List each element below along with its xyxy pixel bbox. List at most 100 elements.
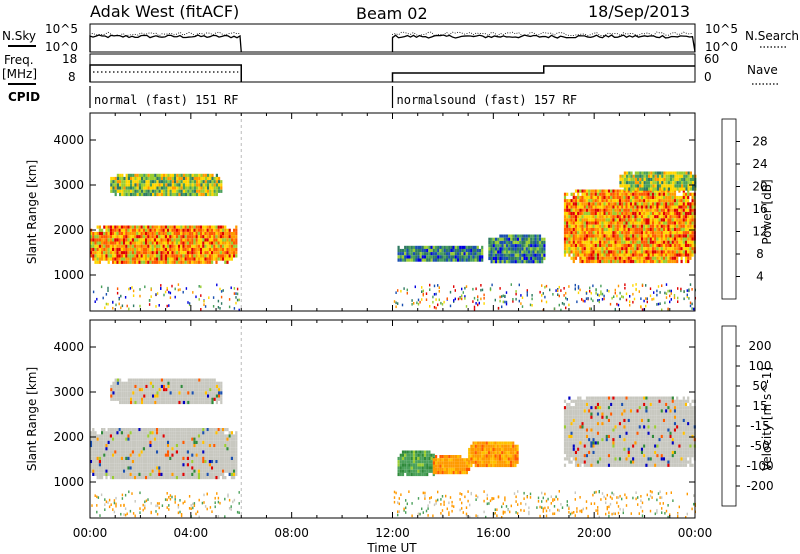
data-cell (180, 247, 183, 252)
data-cell (632, 227, 635, 232)
data-cell (101, 472, 104, 476)
data-cell (219, 447, 222, 451)
data-cell (147, 257, 150, 261)
data-cell (152, 381, 155, 385)
data-cell (423, 258, 427, 262)
data-cell (429, 283, 431, 287)
data-cell (174, 295, 176, 299)
data-cell (574, 247, 578, 251)
data-cell (634, 189, 637, 193)
data-cell (151, 254, 154, 258)
data-cell (167, 391, 170, 395)
data-cell (577, 221, 580, 225)
data-cell (153, 453, 156, 457)
data-cell (632, 205, 635, 209)
data-cell (167, 192, 170, 197)
data-cell (103, 456, 106, 460)
data-cell (114, 180, 117, 184)
data-cell (226, 450, 229, 454)
data-cell (138, 378, 141, 382)
data-cell (98, 241, 101, 245)
data-cell (207, 173, 210, 177)
data-cell (512, 244, 515, 248)
data-cell (211, 247, 214, 252)
data-cell (145, 384, 148, 389)
data-cell (174, 378, 177, 382)
data-cell (481, 255, 484, 259)
velocity-echo-region-1 (110, 378, 223, 405)
data-cell (184, 460, 187, 464)
data-cell (129, 231, 132, 236)
data-cell (162, 238, 165, 242)
data-cell (599, 215, 602, 219)
data-cell (182, 186, 185, 190)
data-cell (136, 257, 139, 261)
data-cell (203, 300, 205, 303)
data-cell (160, 238, 163, 242)
data-cell (215, 238, 218, 242)
data-cell (618, 231, 622, 235)
data-cell (180, 431, 183, 435)
data-cell (105, 228, 108, 232)
data-cell (142, 472, 145, 476)
data-cell (186, 254, 189, 258)
data-cell (178, 456, 181, 460)
data-cell (116, 460, 119, 464)
data-cell (649, 294, 652, 298)
data-cell (463, 252, 466, 256)
data-cell (158, 247, 161, 252)
data-cell (162, 235, 165, 239)
data-cell (553, 307, 556, 310)
data-cell (224, 247, 227, 252)
data-cell (207, 391, 210, 395)
data-cell (125, 450, 128, 454)
data-cell (577, 243, 580, 248)
data-cell (689, 192, 692, 196)
data-cell (180, 391, 183, 395)
data-cell (659, 177, 662, 182)
data-cell (222, 456, 225, 460)
data-cell (590, 192, 593, 196)
data-cell (215, 440, 218, 444)
data-cell (656, 259, 659, 264)
data-cell (224, 453, 227, 457)
data-cell (581, 189, 584, 193)
data-cell (202, 192, 205, 197)
data-cell (525, 234, 528, 238)
data-cell (228, 434, 231, 438)
data-cell (134, 431, 137, 435)
data-cell (191, 453, 194, 457)
data-cell (162, 225, 165, 229)
nsky-line-1 (391, 34, 696, 53)
data-cell (105, 472, 108, 476)
data-cell (109, 244, 112, 248)
data-cell (585, 253, 589, 257)
data-cell (129, 453, 132, 457)
data-cell (233, 476, 236, 480)
data-cell (638, 247, 641, 251)
data-cell (96, 238, 99, 242)
data-cell (230, 450, 233, 454)
data-cell (169, 476, 172, 480)
data-cell (112, 397, 115, 401)
data-cell (643, 243, 646, 248)
data-cell (105, 466, 108, 470)
data-cell (169, 434, 172, 438)
data-cell (645, 189, 648, 193)
data-cell (563, 221, 567, 225)
data-cell (90, 466, 93, 470)
data-cell (534, 237, 537, 241)
data-cell (160, 176, 163, 181)
data-cell (92, 431, 95, 435)
data-cell (563, 237, 567, 241)
data-cell (182, 397, 185, 401)
data-cell (196, 186, 199, 190)
data-cell (165, 388, 168, 392)
data-cell (138, 241, 141, 245)
data-cell (623, 234, 626, 238)
data-cell (673, 202, 677, 206)
data-cell (228, 231, 231, 236)
data-cell (127, 397, 130, 401)
data-cell (673, 250, 677, 254)
data-cell (180, 235, 183, 239)
